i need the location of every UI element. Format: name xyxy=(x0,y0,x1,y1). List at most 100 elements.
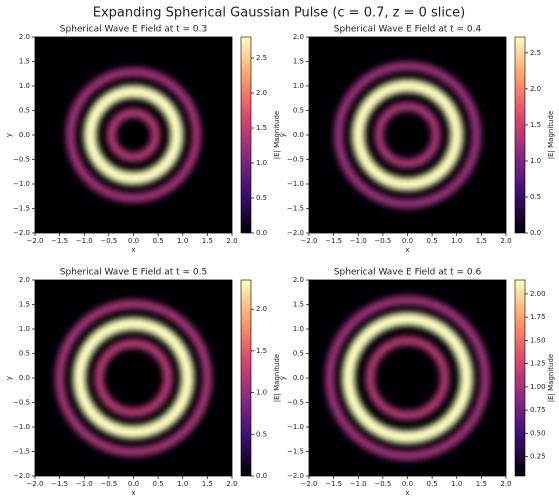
y-tick-label: −0.5 xyxy=(287,399,304,407)
x-tick-label: 0.0 xyxy=(128,237,139,245)
x-tick-label: 0.0 xyxy=(402,480,413,488)
colorbar-tick-label: 0.5 xyxy=(256,430,267,438)
field-ring xyxy=(94,339,173,417)
y-tick-label: 2.0 xyxy=(19,33,30,41)
colorbar xyxy=(514,279,526,477)
colorbar-label: |E| Magnitude xyxy=(273,111,281,159)
y-tick-label: −1.5 xyxy=(287,448,304,456)
colorbar-tick-label: 2.00 xyxy=(530,290,546,298)
colorbar-tick-label: 0.0 xyxy=(530,229,541,237)
y-tick-label: 1.0 xyxy=(19,325,30,333)
field-ring xyxy=(83,85,184,185)
x-tick-label: −1.5 xyxy=(51,237,68,245)
y-tick-label: 1.5 xyxy=(19,301,30,309)
y-tick-label: 0.0 xyxy=(19,131,30,139)
field-ring xyxy=(334,61,481,209)
x-tick-label: −1.0 xyxy=(76,480,93,488)
colorbar-tick-label: 0.75 xyxy=(530,406,546,414)
y-tick-label: 1.5 xyxy=(19,58,30,66)
x-tick-label: 1.0 xyxy=(177,237,188,245)
y-tick-label: 1.0 xyxy=(19,82,30,90)
x-tick-label: −2.0 xyxy=(27,480,44,488)
colorbar-tick-label: 1.50 xyxy=(530,336,546,344)
colorbar-tick-label: 0.5 xyxy=(530,193,541,201)
colorbar-label: |E| Magnitude xyxy=(547,111,555,159)
y-tick-label: −0.5 xyxy=(287,156,304,164)
colorbar-tick-label: 1.5 xyxy=(256,347,267,355)
x-tick-label: −1.0 xyxy=(350,480,367,488)
colorbar-tick-label: 2.0 xyxy=(256,89,267,97)
x-axis-label: x xyxy=(131,489,135,497)
field-ring xyxy=(365,336,450,420)
x-axis-label: x xyxy=(405,246,409,254)
x-tick-label: −2.0 xyxy=(27,237,44,245)
colorbar-tick-label: 1.75 xyxy=(530,313,546,321)
colorbar-tick-label: 0.5 xyxy=(256,194,267,202)
x-tick-label: 1.5 xyxy=(476,237,487,245)
y-tick-label: 1.5 xyxy=(293,58,304,66)
x-tick-label: 0.0 xyxy=(402,237,413,245)
colorbar-tick-label: 1.5 xyxy=(256,124,267,132)
subplot: Spherical Wave E Field at t = 0.4 −2.0 −1.… xyxy=(279,25,555,255)
x-tick-label: −2.0 xyxy=(301,480,318,488)
x-tick-label: 2.0 xyxy=(500,480,511,488)
x-tick-label: −1.0 xyxy=(350,237,367,245)
x-tick-label: 1.0 xyxy=(177,480,188,488)
figure-title: Expanding Spherical Gaussian Pulse (c = … xyxy=(93,6,465,21)
colorbar xyxy=(240,36,252,234)
x-tick-label: 2.0 xyxy=(226,237,237,245)
x-tick-label: 0.5 xyxy=(153,237,164,245)
y-tick-label: −1.0 xyxy=(287,423,304,431)
colorbar-tick-label: 0.25 xyxy=(530,452,546,460)
y-tick-label: 2.0 xyxy=(19,276,30,284)
y-tick-label: 0.5 xyxy=(19,350,30,358)
y-tick-label: −2.0 xyxy=(287,472,304,480)
y-tick-label: 1.5 xyxy=(293,301,304,309)
heatmap xyxy=(325,295,490,461)
field-ring xyxy=(325,295,490,461)
colorbar-tick-label: 1.5 xyxy=(530,121,541,129)
colorbar-tick-label: 1.0 xyxy=(256,389,267,397)
subplot: Spherical Wave E Field at t = 0.6 −2.0 −1.… xyxy=(279,268,555,498)
subplot: Spherical Wave E Field at t = 0.3 −2.0 −1.… xyxy=(5,25,281,255)
y-axis-label: y xyxy=(279,376,287,380)
x-tick-label: 2.0 xyxy=(500,237,511,245)
y-tick-label: −2.0 xyxy=(13,229,30,237)
colorbar-tick-label: 0.0 xyxy=(256,229,267,237)
x-tick-label: 1.5 xyxy=(202,237,213,245)
y-tick-label: −1.5 xyxy=(287,205,304,213)
y-axis-label: y xyxy=(5,133,13,137)
plot-background xyxy=(35,280,232,476)
subplot-title: Spherical Wave E Field at t = 0.3 xyxy=(60,25,207,35)
x-tick-label: −0.5 xyxy=(100,237,117,245)
colorbar-label: |E| Magnitude xyxy=(273,354,281,402)
field-ring xyxy=(72,317,195,439)
colorbar-tick-label: 2.0 xyxy=(256,305,267,313)
heatmap xyxy=(65,67,202,203)
field-ring xyxy=(55,299,212,457)
x-tick-label: 0.5 xyxy=(427,480,438,488)
y-tick-label: 0.0 xyxy=(293,131,304,139)
field-ring xyxy=(106,108,161,162)
colorbar-tick-label: 2.0 xyxy=(530,85,541,93)
field-ring xyxy=(341,312,474,444)
subplot-title: Spherical Wave E Field at t = 0.6 xyxy=(334,268,482,278)
plot-background xyxy=(309,280,506,476)
x-tick-label: −0.5 xyxy=(374,480,391,488)
y-axis-label: y xyxy=(5,376,13,380)
x-tick-label: −1.5 xyxy=(325,237,342,245)
x-tick-label: −0.5 xyxy=(100,480,117,488)
y-tick-label: 1.0 xyxy=(293,325,304,333)
x-tick-label: 1.0 xyxy=(451,237,462,245)
x-axis-label: x xyxy=(405,489,409,497)
y-tick-label: 2.0 xyxy=(293,276,304,284)
colorbar xyxy=(240,279,252,477)
x-tick-label: −1.5 xyxy=(325,480,342,488)
y-tick-label: −1.0 xyxy=(287,180,304,188)
heatmap xyxy=(334,61,481,209)
y-tick-label: 0.5 xyxy=(19,107,30,115)
subplot-title: Spherical Wave E Field at t = 0.4 xyxy=(334,25,482,35)
colorbar-tick-label: 2.5 xyxy=(256,54,267,62)
y-tick-label: 0.0 xyxy=(19,374,30,382)
